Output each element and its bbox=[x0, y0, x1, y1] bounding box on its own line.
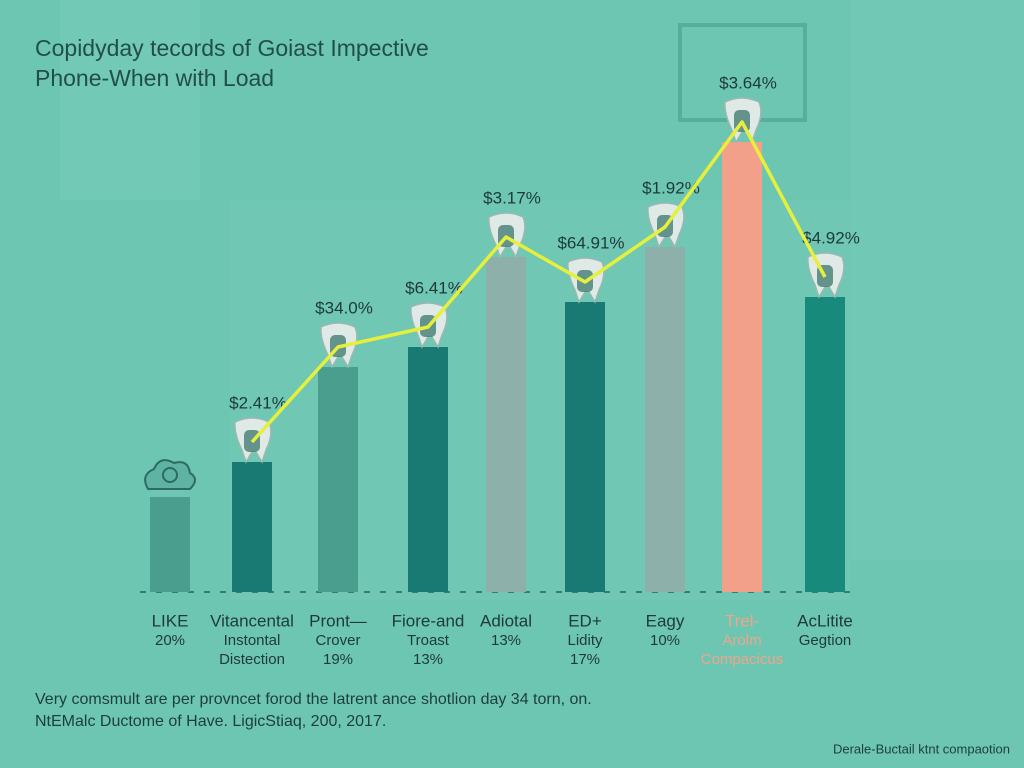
x-tick-label: 10% bbox=[650, 632, 680, 649]
bar bbox=[318, 367, 358, 592]
icon bbox=[162, 467, 178, 483]
icon bbox=[144, 459, 196, 490]
bar-label: $34.0% bbox=[315, 298, 373, 317]
decor bbox=[850, 0, 1024, 560]
x-tick-label: LIKE bbox=[152, 611, 189, 630]
footnote: NtEMalc Ductome of Have. LigicStiaq, 200… bbox=[35, 713, 386, 730]
x-tick-label: Trel- bbox=[725, 611, 759, 630]
bar bbox=[645, 247, 685, 592]
bar bbox=[150, 497, 190, 592]
bar-label: $1.92% bbox=[642, 178, 700, 197]
bar-label: $4.92% bbox=[802, 228, 860, 247]
x-tick-label: Compacicus bbox=[701, 651, 784, 668]
x-tick-label: Instontal bbox=[224, 632, 281, 649]
bar bbox=[232, 462, 272, 592]
bar bbox=[408, 347, 448, 592]
bar-label: $3.64% bbox=[719, 73, 777, 92]
x-tick-label: Arolm bbox=[722, 632, 761, 649]
x-tick-label: Troast bbox=[407, 632, 450, 649]
bar bbox=[805, 297, 845, 592]
x-tick-label: 17% bbox=[570, 651, 600, 668]
chart-title: Phone-When with Load bbox=[35, 65, 274, 91]
x-tick-label: Distection bbox=[219, 651, 285, 668]
decor bbox=[60, 0, 200, 200]
tooth-icon bbox=[144, 459, 196, 490]
bar bbox=[722, 142, 762, 592]
x-tick-label: 13% bbox=[413, 651, 443, 668]
credit: Derale-Buctail ktnt compaotion bbox=[833, 741, 1010, 756]
x-tick-label: Eagy bbox=[646, 611, 685, 630]
x-tick-label: 13% bbox=[491, 632, 521, 649]
x-tick-label: Fiore-and bbox=[392, 611, 465, 630]
chart-title: Copidyday tecords of Goiast Impective bbox=[35, 35, 429, 61]
trend-line bbox=[250, 120, 827, 444]
bar-label: $6.41% bbox=[405, 278, 463, 297]
x-tick-label: Adiotal bbox=[480, 611, 532, 630]
bar bbox=[486, 257, 526, 592]
bar bbox=[565, 302, 605, 592]
bar-label: $2.41% bbox=[229, 393, 287, 412]
bar-label: $64.91% bbox=[557, 233, 624, 252]
x-tick-label: Vitancental bbox=[210, 611, 294, 630]
bar-label: $3.17% bbox=[483, 188, 541, 207]
x-tick-label: Lidity bbox=[567, 632, 603, 649]
x-tick-label: Pront— bbox=[309, 611, 367, 630]
x-tick-label: Gegtion bbox=[799, 632, 852, 649]
x-tick-label: ED+ bbox=[568, 611, 602, 630]
x-tick-label: 19% bbox=[323, 651, 353, 668]
x-tick-label: Crover bbox=[315, 632, 360, 649]
x-tick-label: 20% bbox=[155, 632, 185, 649]
x-tick-label: AcLitite bbox=[797, 611, 853, 630]
footnote: Very comsmult are per provncet forod the… bbox=[35, 691, 592, 708]
